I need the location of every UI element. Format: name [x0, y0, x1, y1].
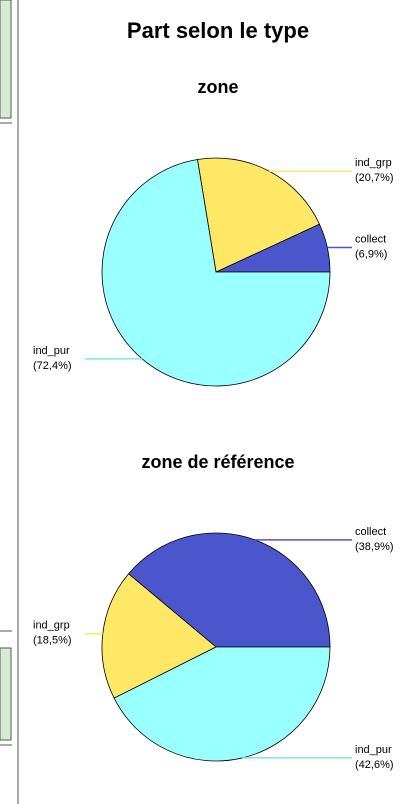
slice-value-label: (72,4%) — [33, 360, 72, 372]
slice-label: collect — [355, 233, 386, 245]
pie-slice — [101, 573, 217, 699]
slice-label: ind_grp — [33, 620, 70, 632]
pie-slice — [196, 157, 320, 273]
chart-title: zone — [197, 77, 238, 97]
slice-label: collect — [355, 526, 386, 538]
slice-value-label: (6,9%) — [355, 248, 387, 260]
slice-label: ind_grp — [355, 157, 392, 169]
chart-title: zone de référence — [141, 452, 294, 472]
slice-value-label: (18,5%) — [33, 635, 72, 647]
side-panel — [0, 0, 12, 119]
slice-value-label: (20,7%) — [355, 172, 394, 184]
page-title: Part selon le type — [127, 18, 309, 43]
pie-slice — [101, 159, 331, 387]
slice-label: ind_pur — [355, 744, 392, 756]
pie-slice — [113, 646, 331, 762]
slice-value-label: (42,6%) — [355, 759, 394, 771]
slice-label: ind_pur — [33, 345, 70, 357]
slice-value-label: (38,9%) — [355, 541, 394, 553]
side-panel — [0, 647, 12, 741]
